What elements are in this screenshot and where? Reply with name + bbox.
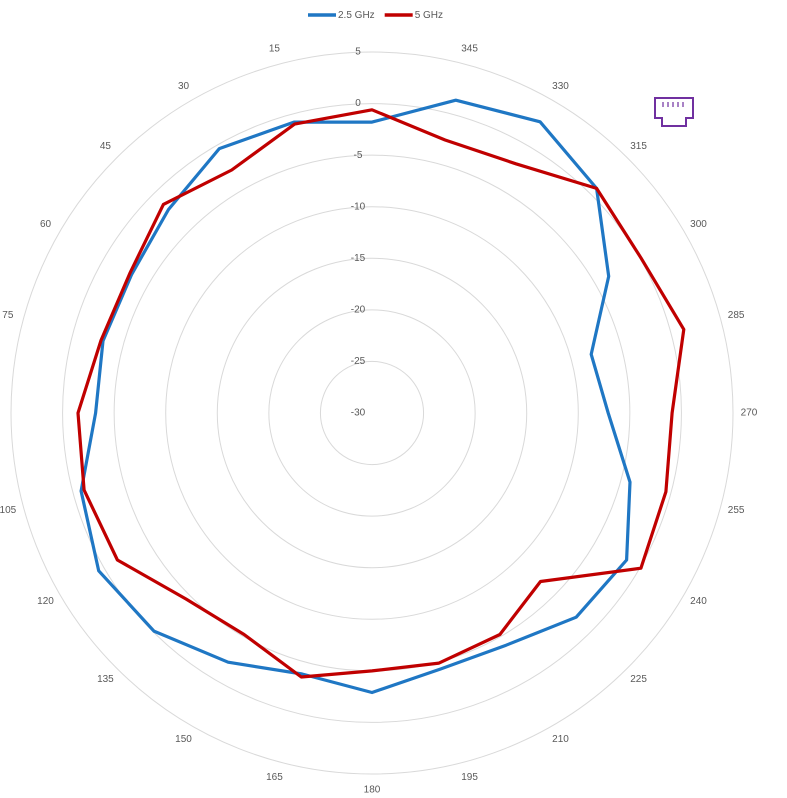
theta-tick-label: 75 [2, 310, 14, 321]
grid-ring [268, 309, 476, 517]
grid-ring [62, 103, 682, 723]
r-tick-label: 0 [355, 98, 361, 109]
grid-ring [319, 360, 425, 466]
theta-tick-label: 60 [40, 219, 52, 230]
legend-label: 2.5 GHz [338, 10, 375, 21]
grid-ring [216, 257, 528, 569]
theta-tick-label: 330 [552, 81, 569, 92]
grid-ring [10, 51, 734, 775]
legend-item: 2.5 GHz [308, 10, 375, 21]
r-tick-label: -25 [351, 356, 366, 367]
legend-label: 5 GHz [415, 10, 443, 21]
r-tick-label: -10 [351, 201, 366, 212]
theta-tick-label: 285 [728, 310, 745, 321]
theta-tick-label: 180 [364, 785, 381, 796]
series-line [79, 98, 632, 695]
r-tick-label: -5 [354, 150, 363, 161]
theta-tick-label: 150 [175, 734, 192, 745]
ethernet-icon [654, 97, 694, 127]
theta-tick-label: 45 [100, 141, 112, 152]
theta-tick-label: 165 [266, 772, 283, 783]
theta-tick-label: 30 [178, 81, 190, 92]
theta-tick-label: 15 [269, 43, 281, 54]
series-line [76, 108, 686, 679]
theta-tick-label: 120 [37, 596, 54, 607]
theta-tick-label: 255 [728, 505, 745, 516]
theta-tick-label: 270 [741, 408, 758, 419]
grid-ring [165, 206, 579, 620]
r-tick-label: -20 [351, 304, 366, 315]
theta-tick-label: 240 [690, 596, 707, 607]
r-tick-label: 5 [355, 47, 361, 58]
theta-tick-label: 135 [97, 674, 114, 685]
r-tick-label: -30 [351, 408, 366, 419]
r-tick-label: -15 [351, 253, 366, 264]
theta-tick-label: 225 [630, 674, 647, 685]
legend-item: 5 GHz [384, 10, 443, 21]
theta-tick-label: 105 [0, 505, 17, 516]
theta-tick-label: 300 [690, 219, 707, 230]
theta-tick-label: 195 [461, 772, 478, 783]
grid-ring [113, 154, 631, 672]
theta-tick-label: 315 [630, 141, 647, 152]
theta-tick-label: 345 [461, 43, 478, 54]
theta-tick-label: 210 [552, 734, 569, 745]
